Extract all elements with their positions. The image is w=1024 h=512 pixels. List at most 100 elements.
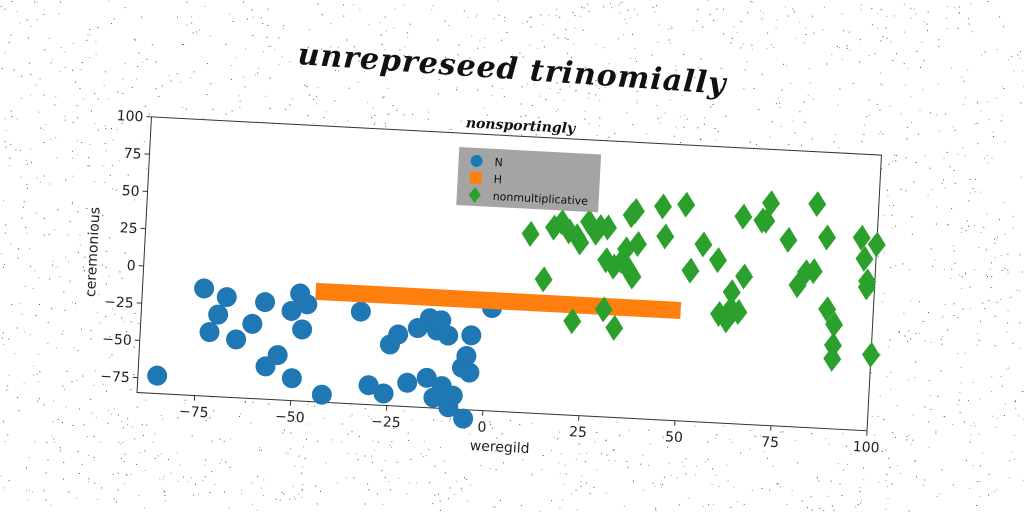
- noise-speck: [391, 446, 392, 448]
- noise-speck: [143, 141, 145, 142]
- noise-speck: [391, 441, 393, 443]
- noise-speck: [539, 510, 541, 512]
- noise-speck: [501, 88, 503, 90]
- noise-speck: [431, 9, 433, 11]
- noise-speck: [974, 178, 976, 180]
- noise-speck: [879, 395, 881, 397]
- noise-speck: [775, 445, 777, 447]
- noise-speck: [906, 436, 908, 437]
- noise-speck: [57, 209, 59, 211]
- noise-speck: [95, 245, 97, 247]
- series-h-line: [315, 282, 682, 319]
- noise-speck: [522, 459, 523, 461]
- noise-speck: [559, 473, 561, 474]
- noise-speck: [945, 113, 946, 115]
- noise-speck: [1014, 400, 1016, 402]
- noise-speck: [176, 73, 178, 75]
- noise-speck: [521, 134, 523, 136]
- noise-speck: [384, 123, 386, 125]
- noise-speck: [619, 434, 621, 436]
- noise-speck: [89, 165, 91, 167]
- noise-speck: [864, 124, 865, 126]
- noise-speck: [35, 84, 37, 86]
- noise-speck: [895, 160, 897, 162]
- noise-speck: [456, 480, 458, 482]
- noise-speck: [777, 483, 779, 485]
- noise-speck: [973, 422, 975, 424]
- noise-speck: [543, 23, 545, 25]
- noise-speck: [492, 506, 494, 508]
- noise-speck: [82, 98, 84, 100]
- noise-speck: [281, 56, 283, 58]
- noise-speck: [646, 133, 647, 135]
- noise-speck: [557, 92, 559, 94]
- noise-speck: [584, 110, 586, 112]
- point-nonmultiplicative: [779, 226, 798, 253]
- noise-speck: [914, 376, 916, 378]
- noise-speck: [871, 24, 873, 26]
- noise-speck: [696, 20, 698, 22]
- noise-speck: [818, 480, 820, 482]
- noise-speck: [964, 273, 966, 275]
- noise-speck: [86, 39, 88, 41]
- point-nonmultiplicative: [560, 218, 579, 245]
- noise-speck: [79, 88, 81, 89]
- noise-speck: [341, 441, 343, 443]
- noise-speck: [62, 421, 63, 423]
- noise-speck: [896, 405, 898, 406]
- noise-speck: [545, 99, 547, 100]
- noise-speck: [879, 109, 881, 111]
- noise-speck: [586, 452, 588, 454]
- noise-speck: [65, 256, 67, 258]
- noise-speck: [283, 25, 285, 27]
- noise-speck: [843, 469, 845, 471]
- noise-speck: [883, 252, 885, 254]
- noise-speck: [736, 31, 738, 33]
- noise-speck: [330, 23, 332, 25]
- noise-speck: [729, 438, 731, 440]
- noise-speck: [437, 493, 439, 495]
- noise-speck: [657, 118, 659, 120]
- noise-speck: [724, 81, 726, 83]
- noise-speck: [669, 39, 671, 41]
- noise-speck: [384, 460, 386, 462]
- noise-speck: [56, 266, 58, 268]
- noise-speck: [141, 424, 143, 426]
- noise-speck: [940, 370, 942, 372]
- noise-speck: [40, 127, 42, 129]
- noise-speck: [835, 134, 836, 136]
- noise-speck: [198, 29, 200, 31]
- noise-speck: [988, 473, 990, 475]
- x-axis-label: weregild: [469, 438, 529, 457]
- noise-speck: [655, 5, 657, 7]
- noise-speck: [363, 71, 365, 73]
- noise-speck: [320, 491, 321, 492]
- noise-speck: [100, 441, 102, 443]
- noise-speck: [557, 438, 558, 440]
- noise-speck: [109, 335, 111, 337]
- noise-speck: [730, 507, 732, 508]
- noise-speck: [913, 181, 915, 183]
- noise-speck: [259, 449, 261, 451]
- noise-speck: [450, 128, 452, 130]
- noise-speck: [87, 34, 89, 35]
- noise-speck: [412, 114, 414, 116]
- noise-speck: [726, 464, 728, 466]
- noise-speck: [103, 85, 105, 87]
- noise-speck: [980, 110, 982, 112]
- noise-speck: [841, 58, 843, 60]
- noise-speck: [10, 143, 12, 145]
- noise-speck: [391, 69, 393, 71]
- noise-speck: [625, 23, 627, 25]
- noise-speck: [1021, 391, 1023, 392]
- noise-speck: [353, 4, 355, 6]
- noise-speck: [322, 14, 323, 16]
- noise-speck: [450, 418, 451, 420]
- noise-speck: [4, 232, 6, 234]
- noise-speck: [26, 163, 28, 165]
- noise-speck: [772, 465, 774, 467]
- noise-speck: [21, 98, 22, 99]
- noise-speck: [37, 353, 39, 355]
- noise-speck: [880, 83, 882, 85]
- noise-speck: [792, 8, 794, 10]
